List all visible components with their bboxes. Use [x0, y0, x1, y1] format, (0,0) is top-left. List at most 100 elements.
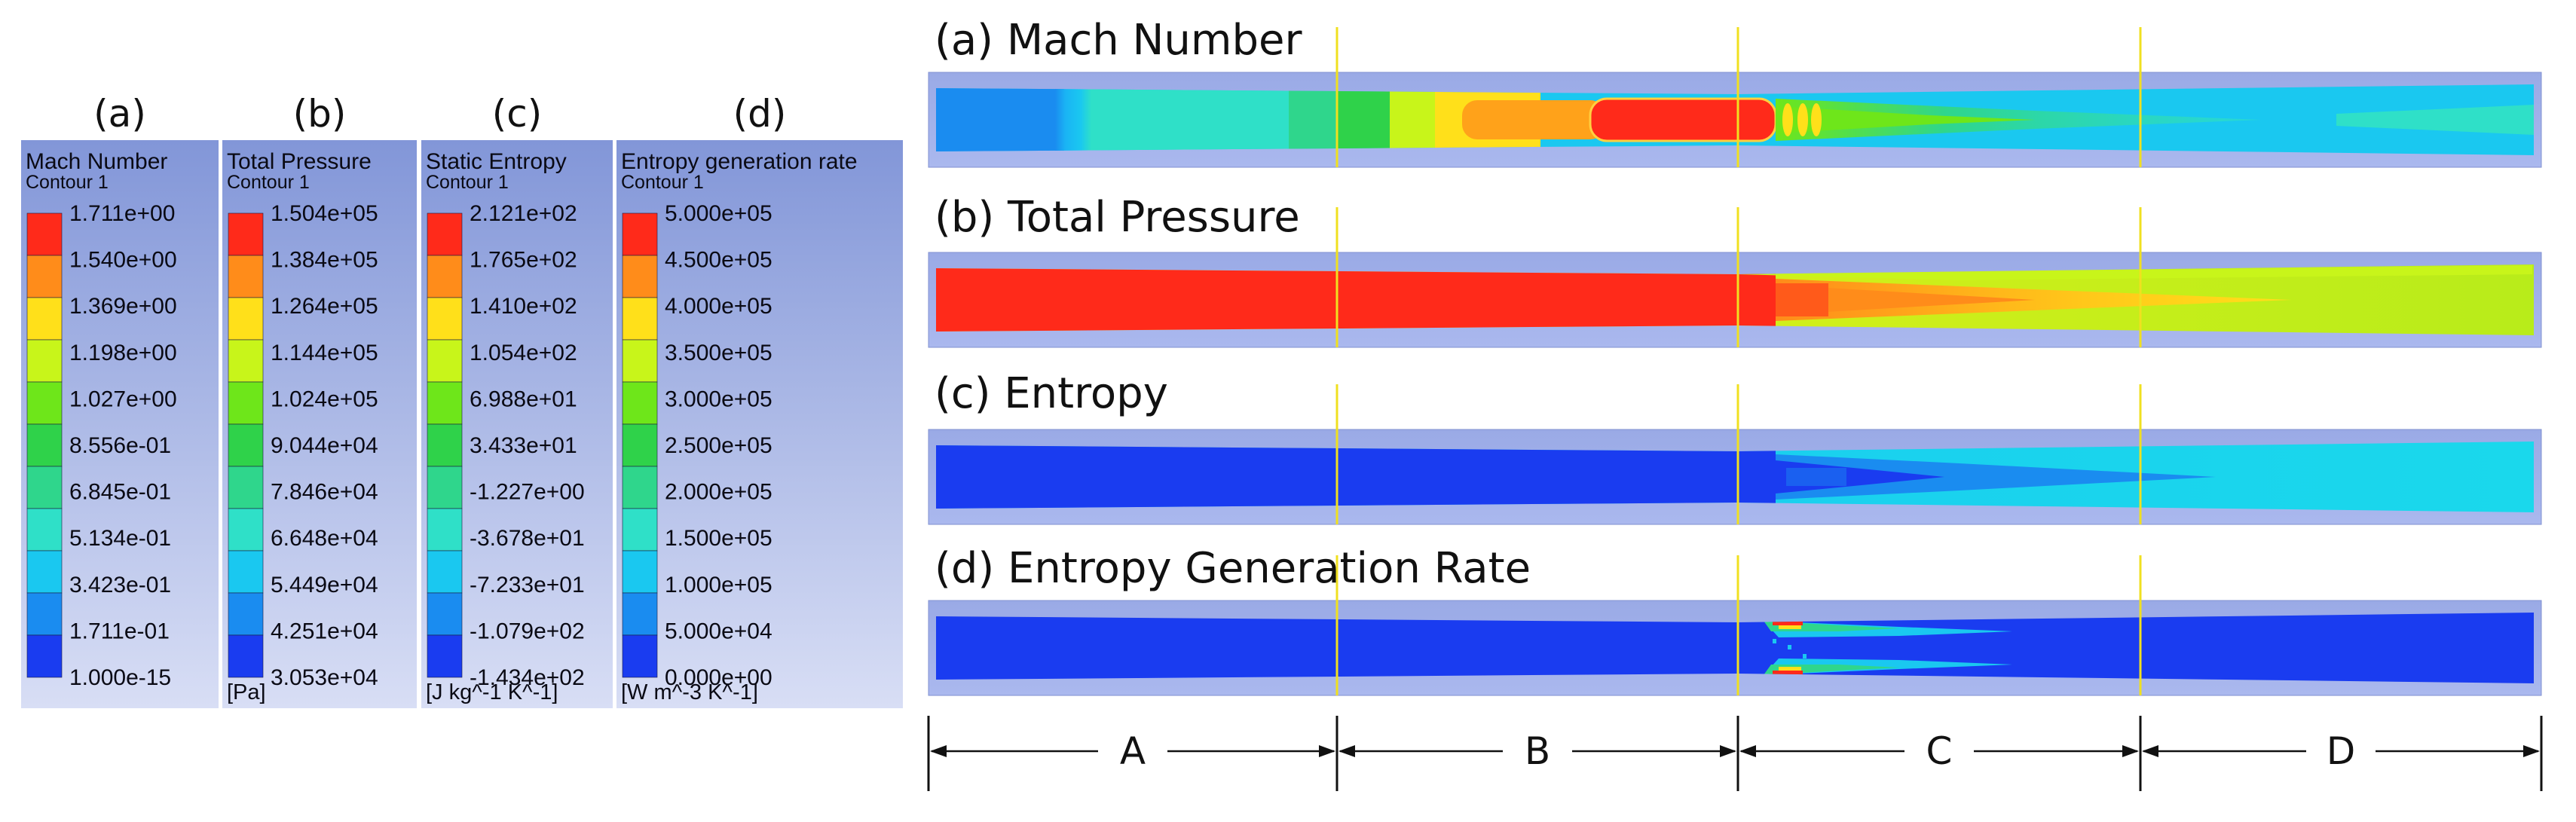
contour-panel-3: (c) Entropy	[928, 369, 2542, 525]
supersonic-core	[1589, 97, 1777, 142]
shock-spot	[1803, 654, 1807, 659]
mach-core	[1462, 100, 1605, 139]
colorbar-segment	[26, 255, 63, 298]
colorbar-tick-label: 0.000e+00	[665, 665, 772, 690]
colorbar-tick-label: 6.845e-01	[69, 480, 171, 505]
colorbar-tick-label: 8.556e-01	[69, 433, 171, 458]
legend-title: Entropy generation rate	[621, 149, 858, 174]
colorbar-tick-label: 2.000e+05	[665, 480, 772, 505]
arrowhead	[1739, 745, 1756, 757]
colorbar-segment	[228, 466, 264, 509]
colorbar-segment	[427, 297, 463, 341]
colorbar-tick-label: 1.711e+00	[69, 201, 175, 226]
arrowhead	[1720, 745, 1736, 757]
colorbar-tick-label: 1.000e+05	[665, 573, 772, 597]
colorbar-tick-label: 1.384e+05	[271, 248, 378, 273]
colorbar-tick-label: 2.500e+05	[665, 433, 772, 458]
shock-cell	[1782, 103, 1793, 136]
hot-spot	[1773, 671, 1803, 677]
colorbar-tick-label: 7.846e+04	[271, 480, 378, 505]
arrowhead	[2523, 745, 2540, 757]
colorbar-tick-label: -7.233e+01	[470, 573, 585, 597]
colorbar-tick-label: 6.648e+04	[271, 526, 378, 551]
high-pressure-region	[936, 264, 1776, 335]
colorbar-segment	[427, 592, 463, 636]
contour-title: (c) Entropy	[935, 369, 1168, 418]
colorbar-tick-label: 3.000e+05	[665, 387, 772, 411]
legend-unit: [W m^-3 K^-1]	[621, 680, 758, 704]
contour-title: (b) Total Pressure	[935, 193, 1300, 242]
colorbar-segment	[622, 592, 658, 636]
contour-panel-2: (b) Total Pressure	[928, 193, 2542, 348]
colorbar-segment	[622, 255, 658, 298]
shock-region	[1786, 468, 1846, 486]
colorbar-segment	[228, 508, 264, 552]
pressure-plume-core	[1776, 285, 2035, 315]
colorbar-segment	[228, 212, 264, 256]
legend-background	[616, 140, 903, 708]
accel-region	[1390, 84, 1435, 155]
colorbar-segment	[228, 634, 264, 678]
flow-field	[936, 613, 2534, 683]
colorbar-tick-label: -1.079e+02	[470, 619, 585, 643]
colorbar-segment	[622, 634, 658, 678]
colorbar-tick-label: 1.000e-15	[69, 665, 171, 690]
flow-base	[936, 613, 2534, 683]
colorbar-tick-label: -1.227e+00	[470, 480, 585, 505]
colorbar-tick-label: 3.433e+01	[470, 433, 577, 458]
colorbar-segment	[622, 508, 658, 552]
colorbar-tick-label: 4.251e+04	[271, 619, 378, 643]
legend-letter: (b)	[293, 92, 347, 136]
colorbar-segment	[622, 550, 658, 594]
legend-subtitle: Contour 1	[426, 172, 509, 193]
legend-title: Mach Number	[26, 149, 167, 174]
shock-spot	[1773, 639, 1776, 643]
colorbar-tick-label: 1.144e+05	[271, 341, 378, 365]
colorbar-segment	[427, 381, 463, 425]
colorbar-segment	[26, 634, 63, 678]
legend-letter: (a)	[93, 92, 146, 136]
colorbar-segment	[427, 212, 463, 256]
colorbar-tick-label: 1.198e+00	[69, 341, 177, 365]
legend-unit: [Pa]	[227, 680, 266, 704]
contour-panel-4: (d) Entropy Generation Rate	[928, 544, 2542, 696]
shock-region	[1776, 283, 1828, 316]
colorbar-tick-label: 1.369e+00	[69, 294, 177, 319]
colorbar-segment	[228, 339, 264, 383]
colorbar-segment	[228, 255, 264, 298]
shock-spot	[1779, 659, 1782, 663]
low-entropy-region	[936, 442, 1776, 512]
colorbar-segment	[622, 297, 658, 341]
colorbar-segment	[622, 466, 658, 509]
colorbar-segment	[622, 381, 658, 425]
colorbar-tick-label: 5.000e+05	[665, 201, 772, 226]
colorbar-tick-label: 5.449e+04	[271, 573, 378, 597]
accel-region	[1337, 84, 1390, 155]
section-dimension-bar: A B C D	[927, 716, 2543, 791]
colorbar-segment	[26, 423, 63, 467]
shock-cell	[1797, 103, 1808, 136]
legend-title: Static Entropy	[426, 149, 567, 174]
outlet-core	[2336, 105, 2534, 135]
colorbar-segment	[427, 423, 463, 467]
contour-panels: (a) Mach Number (b) Total Pressure (c) Ent…	[928, 16, 2542, 696]
colorbar-tick-label: 9.044e+04	[271, 433, 378, 458]
hot-spot	[1779, 625, 1801, 629]
colorbar-segment	[26, 550, 63, 594]
colorbar-segment	[622, 423, 658, 467]
colorbar-tick-label: 4.000e+05	[665, 294, 772, 319]
legend-subtitle: Contour 1	[621, 172, 704, 193]
colorbar-segment	[228, 423, 264, 467]
contour-title: (d) Entropy Generation Rate	[935, 544, 1531, 593]
shock-spot	[1788, 645, 1791, 649]
section-label: A	[1120, 729, 1146, 773]
colorbar-segment	[427, 466, 463, 509]
colorbar-segment	[622, 212, 658, 256]
colorbar-tick-label: -3.678e+01	[470, 526, 585, 551]
